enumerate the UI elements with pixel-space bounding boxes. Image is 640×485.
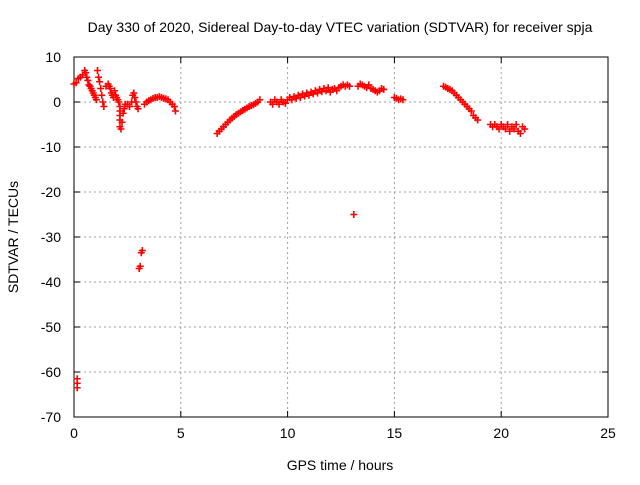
data-point [510,125,518,133]
data-point [120,105,128,113]
y-tick-labels: 10 0 -10 -20 -30 -40 -50 -60 -70 [41,49,61,425]
data-point [467,107,475,115]
data-point [256,96,264,104]
data-point [98,91,106,99]
data-point [95,73,103,81]
y-tick-label: -60 [41,364,61,380]
data-point [85,81,93,89]
data-point [111,87,119,95]
x-axis-label: GPS time / hours [287,457,394,473]
grid [74,57,608,417]
data-points [70,67,529,392]
data-point [521,125,529,133]
y-tick-label: -70 [41,409,61,425]
data-point [495,125,503,133]
x-tick-label: 10 [280,425,296,441]
data-point [132,98,140,106]
x-tick-label: 0 [70,425,78,441]
data-point [100,103,108,110]
x-tick-label: 25 [600,425,616,441]
data-point [119,109,127,117]
x-tick-label: 15 [387,425,403,441]
x-tick-labels: 0 5 10 15 20 25 [70,425,616,441]
data-point [93,67,101,74]
data-point [314,89,322,97]
data-point [106,85,114,92]
data-point [117,125,125,133]
data-point [346,82,354,90]
data-point [506,127,514,135]
data-point [82,69,90,77]
data-point [171,107,179,115]
data-point [474,116,482,124]
data-point [136,262,144,270]
data-point [126,103,134,110]
y-tick-label: -50 [41,319,61,335]
data-point [296,94,304,101]
chart-title: Day 330 of 2020, Sidereal Day-to-day VTE… [88,19,593,35]
data-point [269,100,277,108]
data-point [130,89,138,97]
data-point [99,98,107,106]
data-point [275,100,283,108]
data-point [138,247,146,254]
data-point [134,105,142,113]
axis-ticks [73,56,609,418]
data-point [512,121,520,128]
data-point [504,121,512,128]
data-point [96,78,104,86]
y-tick-label: -40 [41,274,61,290]
data-point [365,81,373,89]
data-point [380,85,388,93]
y-tick-label: 10 [45,49,61,65]
data-point [73,384,81,392]
y-tick-label: 0 [53,94,61,110]
data-point [115,98,123,106]
data-point [118,118,126,126]
y-axis-label: SDTVAR / TECUs [5,181,21,293]
data-point [324,84,332,92]
data-point [516,130,524,137]
data-point [84,76,92,84]
data-point [97,85,105,92]
data-point [83,73,91,81]
data-point [170,103,178,110]
y-tick-label: -30 [41,229,61,245]
data-point [131,94,139,101]
data-point [501,125,509,133]
x-tick-label: 5 [177,425,185,441]
y-tick-label: -20 [41,184,61,200]
y-tick-label: -10 [41,139,61,155]
data-point [72,79,80,87]
data-point [281,99,289,107]
data-point [350,211,358,218]
data-point [399,96,407,104]
data-point [92,96,100,104]
x-tick-label: 20 [493,425,509,441]
